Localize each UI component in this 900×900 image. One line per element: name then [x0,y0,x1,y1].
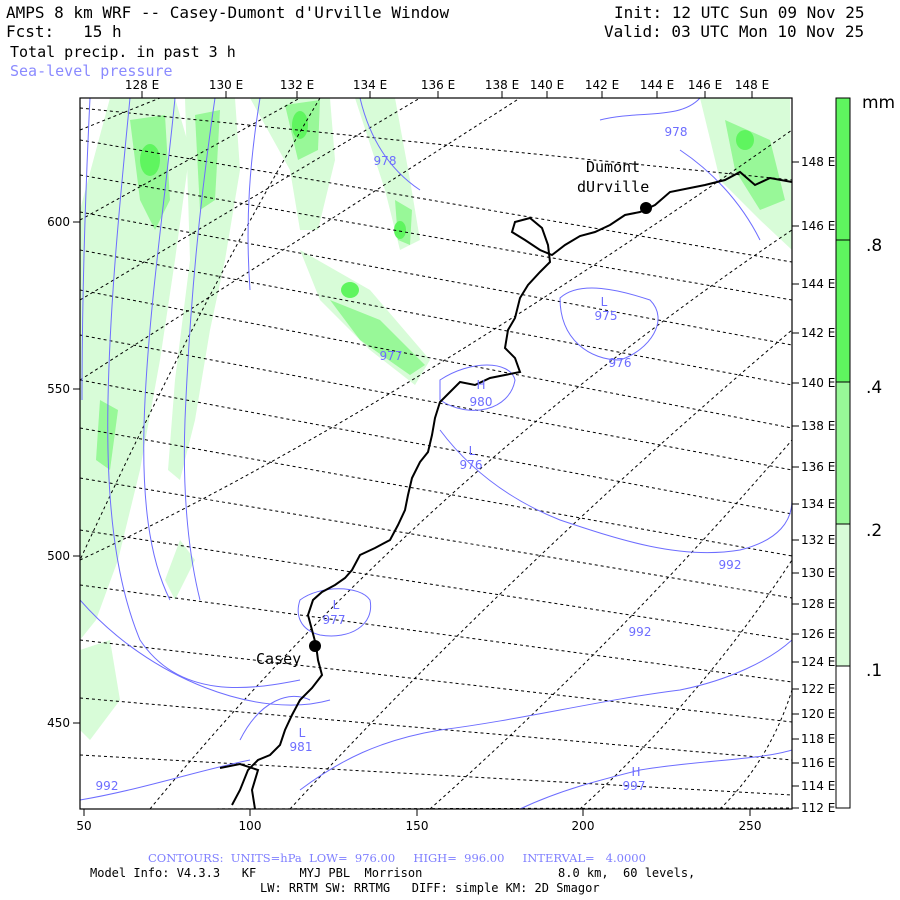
bottom-tick-label: 100 [239,819,262,833]
legend-level-label: .2 [866,521,882,541]
right-tick-label: 132 E [801,533,835,547]
contour-value-label: 975 [595,309,618,323]
contour-value-label: 977 [380,349,403,363]
top-tick-label: 136 E [421,78,455,92]
dumont-label-line2: dUrville [577,178,649,196]
graticule [80,98,792,809]
low-pressure-marker: L [299,726,306,740]
contour-value-label: 980 [470,395,493,409]
contour-value-label: 976 [460,458,483,472]
legend-color-swatch [835,239,851,383]
init-time: Init: 12 UTC Sun 09 Nov 25 [614,3,865,22]
map-title: AMPS 8 km WRF -- Casey-Dumont d'Urville … [6,3,450,22]
right-tick-label: 148 E [801,155,835,169]
right-tick-label: 112 E [801,801,835,815]
contours-info: CONTOURS: UNITS=hPa LOW= 976.00 HIGH= 99… [148,851,646,865]
left-tick-label: 500 [47,549,70,563]
legend-color-swatch [835,665,851,809]
right-tick-label: 128 E [801,597,835,611]
precip-field [80,98,792,740]
dumont-durville-station-marker [640,202,652,214]
precip-legend: mm .8 .4 .2 .1 [835,93,895,809]
contour-value-label: 976 [609,356,632,370]
right-tick-label: 126 E [801,627,835,641]
left-tick-label: 600 [47,215,70,229]
right-tick-label: 120 E [801,707,835,721]
top-tick-label: 142 E [585,78,619,92]
bottom-tick-label: 250 [739,819,762,833]
field-precip-label: Total precip. in past 3 h [10,43,236,61]
top-tick-label: 128 E [125,78,159,92]
top-tick-label: 144 E [640,78,674,92]
bottom-grid-ticks: 50 100 150 200 250 [76,809,761,833]
right-tick-label: 118 E [801,732,835,746]
top-tick-label: 148 E [735,78,769,92]
bottom-tick-label: 150 [406,819,429,833]
low-pressure-marker: L [469,444,476,458]
legend-level-label: .4 [866,378,882,398]
contour-value-label: 981 [290,740,313,754]
plot-frame [79,97,793,810]
legend-units: mm [862,93,895,113]
legend-level-label: .8 [866,236,882,256]
contour-value-label: 978 [665,125,688,139]
model-resolution: 8.0 km, 60 levels, [558,866,696,880]
high-pressure-marker: H [631,765,640,779]
right-tick-label: 134 E [801,497,835,511]
top-tick-label: 138 E [485,78,519,92]
slp-contours [80,98,792,809]
valid-time: Valid: 03 UTC Mon 10 Nov 25 [604,22,865,41]
top-tick-label: 130 E [209,78,243,92]
casey-station-marker [309,640,321,652]
casey-label: Casey [256,650,301,668]
high-pressure-marker: H [476,378,485,392]
low-pressure-marker: L [601,295,608,309]
right-tick-label: 140 E [801,376,835,390]
left-tick-label: 450 [47,716,70,730]
contour-value-label: 992 [96,779,119,793]
legend-level-label: .1 [866,661,882,681]
legend-color-swatch [835,97,851,241]
top-tick-label: 134 E [353,78,387,92]
low-pressure-marker: L [333,598,340,612]
contour-value-label: 992 [719,558,742,572]
right-tick-label: 146 E [801,219,835,233]
coastline [219,170,792,809]
bottom-tick-label: 50 [76,819,91,833]
top-longitude-ticks: 128 E 130 E 132 E 134 E 136 E 138 E 140 E 142 E… [125,78,769,98]
legend-color-swatch [835,381,851,525]
contour-labels: 978978977L975976H980L976992L977992L98199… [96,125,742,793]
left-tick-label: 550 [47,382,70,396]
right-tick-label: 144 E [801,277,835,291]
right-tick-label: 136 E [801,460,835,474]
left-grid-ticks: 600 550 500 450 [47,215,80,730]
model-info: Model Info: V4.3.3 KF MYJ PBL Morrison [90,866,423,880]
right-tick-label: 138 E [801,419,835,433]
right-tick-label: 114 E [801,779,835,793]
right-tick-label: 130 E [801,566,835,580]
bottom-tick-label: 200 [572,819,595,833]
right-tick-label: 122 E [801,682,835,696]
dumont-label-line1: Dumont [586,158,640,176]
plot-area [80,98,792,809]
top-tick-label: 132 E [280,78,314,92]
right-tick-label: 124 E [801,655,835,669]
right-tick-label: 116 E [801,756,835,770]
right-longitude-ticks: 148 E 146 E 144 E 142 E 140 E 138 E 136 E 134 E… [792,155,835,815]
contour-value-label: 977 [323,613,346,627]
physics-info: LW: RRTM SW: RRTMG DIFF: simple KM: 2D S… [260,881,600,895]
forecast-hour: Fcst: 15 h [6,22,122,41]
contour-value-label: 978 [374,154,397,168]
right-tick-label: 142 E [801,326,835,340]
contour-value-label: 997 [623,779,646,793]
top-tick-label: 146 E [688,78,722,92]
legend-color-swatch [835,523,851,667]
contour-value-label: 992 [629,625,652,639]
field-slp-label: Sea-level pressure [10,62,173,80]
top-tick-label: 140 E [530,78,564,92]
